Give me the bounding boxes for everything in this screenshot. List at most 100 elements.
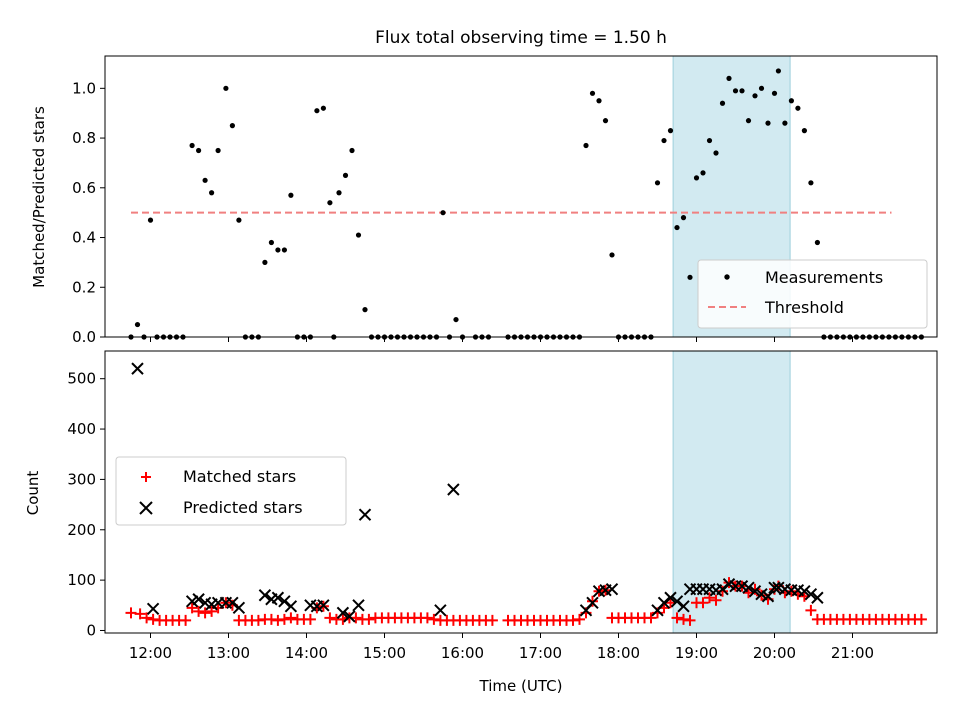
legend-matched-marker xyxy=(141,472,151,482)
x-tick-label: 13:00 xyxy=(207,644,250,662)
x-tick-label: 20:00 xyxy=(753,644,796,662)
measurement-point xyxy=(336,190,342,196)
matched-star-point xyxy=(278,613,290,625)
measurement-point xyxy=(758,85,765,91)
matched-star-point xyxy=(186,602,198,614)
measurement-point xyxy=(700,170,706,176)
measurement-point xyxy=(739,88,745,94)
measurement-point xyxy=(693,175,700,181)
y-tick-label: 100 xyxy=(67,571,96,589)
predicted-star-point xyxy=(742,581,755,594)
measurement-point xyxy=(596,98,602,104)
matched-star-point xyxy=(285,612,297,624)
measurement-point xyxy=(215,147,221,154)
y-tick-label: 0.8 xyxy=(72,129,96,147)
predicted-star-point xyxy=(336,606,350,620)
predicted-star-point xyxy=(284,600,298,613)
predicted-star-point xyxy=(804,588,818,601)
counts-legend-box xyxy=(115,456,347,526)
ratio-y-axis-label: Matched/Predicted stars xyxy=(30,106,48,288)
measurement-point xyxy=(667,128,674,134)
x-tick-label: 16:00 xyxy=(441,644,484,662)
matched-star-point xyxy=(574,613,585,625)
y-tick-label: 400 xyxy=(67,420,96,438)
x-tick-label: 18:00 xyxy=(597,644,640,662)
chart-title: Flux total observing time = 1.50 h xyxy=(375,28,667,48)
predicted-star-point xyxy=(271,591,285,604)
y-tick-label: 0.6 xyxy=(72,179,96,197)
measurement-point xyxy=(288,192,294,198)
legend-predicted-marker xyxy=(139,501,153,515)
measurement-point xyxy=(687,274,693,280)
y-tick-label: 0 xyxy=(86,621,96,639)
measurement-point xyxy=(236,217,242,223)
measurement-point xyxy=(680,215,687,221)
predicted-star-point xyxy=(657,596,671,609)
predicted-star-point xyxy=(343,610,356,623)
matched-star-point xyxy=(125,607,137,619)
x-axis-label: Time (UTC) xyxy=(479,677,563,695)
measurement-point xyxy=(808,180,814,186)
counts-y-axis: 0 100 200 300 400 500 xyxy=(67,370,105,639)
matched-star-point xyxy=(428,613,440,625)
predicted-star-point xyxy=(146,602,160,616)
legend-measurements-label: Measurements xyxy=(765,268,883,287)
x-tick-label: 15:00 xyxy=(363,644,406,662)
measurement-point xyxy=(229,123,235,129)
measurement-point xyxy=(281,247,287,253)
measurement-point xyxy=(453,316,459,323)
predicted-star-point xyxy=(192,593,205,606)
measurement-point xyxy=(147,217,154,223)
predicted-star-point xyxy=(434,604,447,617)
matched-star-point xyxy=(704,592,715,604)
predicted-star-point xyxy=(761,590,775,603)
predicted-star-point xyxy=(278,595,291,608)
predicted-star-point xyxy=(748,584,762,598)
counts-legend: Matched stars Predicted stars xyxy=(115,456,347,526)
y-tick-label: 0.2 xyxy=(72,278,96,296)
measurement-point xyxy=(771,90,778,96)
matched-star-point xyxy=(206,605,218,617)
measurement-point xyxy=(752,93,758,99)
matched-star-point xyxy=(567,614,579,626)
matched-star-point xyxy=(199,607,211,619)
matched-star-point xyxy=(252,614,264,626)
ratio-panel: 0.0 0.2 0.4 0.6 0.8 1.0 Matched/Predicted sta… xyxy=(30,55,938,346)
predicted-star-point xyxy=(811,591,824,604)
matched-star-point xyxy=(710,594,722,606)
predicted-star-point xyxy=(258,589,272,602)
matched-star-point xyxy=(265,613,277,625)
measurement-point xyxy=(726,75,732,81)
predicted-star-point xyxy=(232,601,246,615)
x-tick-label: 14:00 xyxy=(285,644,328,662)
measurement-point xyxy=(583,142,589,149)
legend-threshold-label: Threshold xyxy=(764,298,844,317)
predicted-star-point xyxy=(768,581,781,594)
y-tick-label: 200 xyxy=(67,521,96,539)
ratio-y-axis: 0.0 0.2 0.4 0.6 0.8 1.0 xyxy=(72,79,105,346)
predicted-star-point xyxy=(447,483,460,496)
ratio-plot-frame xyxy=(104,55,938,338)
matched-star-point xyxy=(193,605,205,617)
matched-star-point xyxy=(645,612,657,624)
matched-star-point xyxy=(147,613,159,625)
measurement-point xyxy=(355,232,362,238)
measurement-point xyxy=(268,239,274,246)
ratio-legend: Measurements Threshold xyxy=(697,259,928,329)
y-tick-label: 0.4 xyxy=(72,229,96,247)
measurement-point xyxy=(223,85,229,91)
matched-star-point xyxy=(486,614,498,626)
matched-star-point xyxy=(141,612,153,624)
measurement-point xyxy=(314,108,320,114)
x-tick-label: 17:00 xyxy=(519,644,562,662)
predicted-star-point xyxy=(131,362,144,375)
measurement-point xyxy=(349,147,355,154)
predicted-star-point xyxy=(664,591,677,604)
matched-star-point xyxy=(272,614,284,626)
measurement-point xyxy=(775,68,782,74)
legend-predicted-label: Predicted stars xyxy=(183,498,303,517)
measurement-point xyxy=(706,137,713,144)
measurement-point xyxy=(732,88,739,94)
measurement-point xyxy=(719,100,726,106)
measurement-point xyxy=(440,210,446,216)
